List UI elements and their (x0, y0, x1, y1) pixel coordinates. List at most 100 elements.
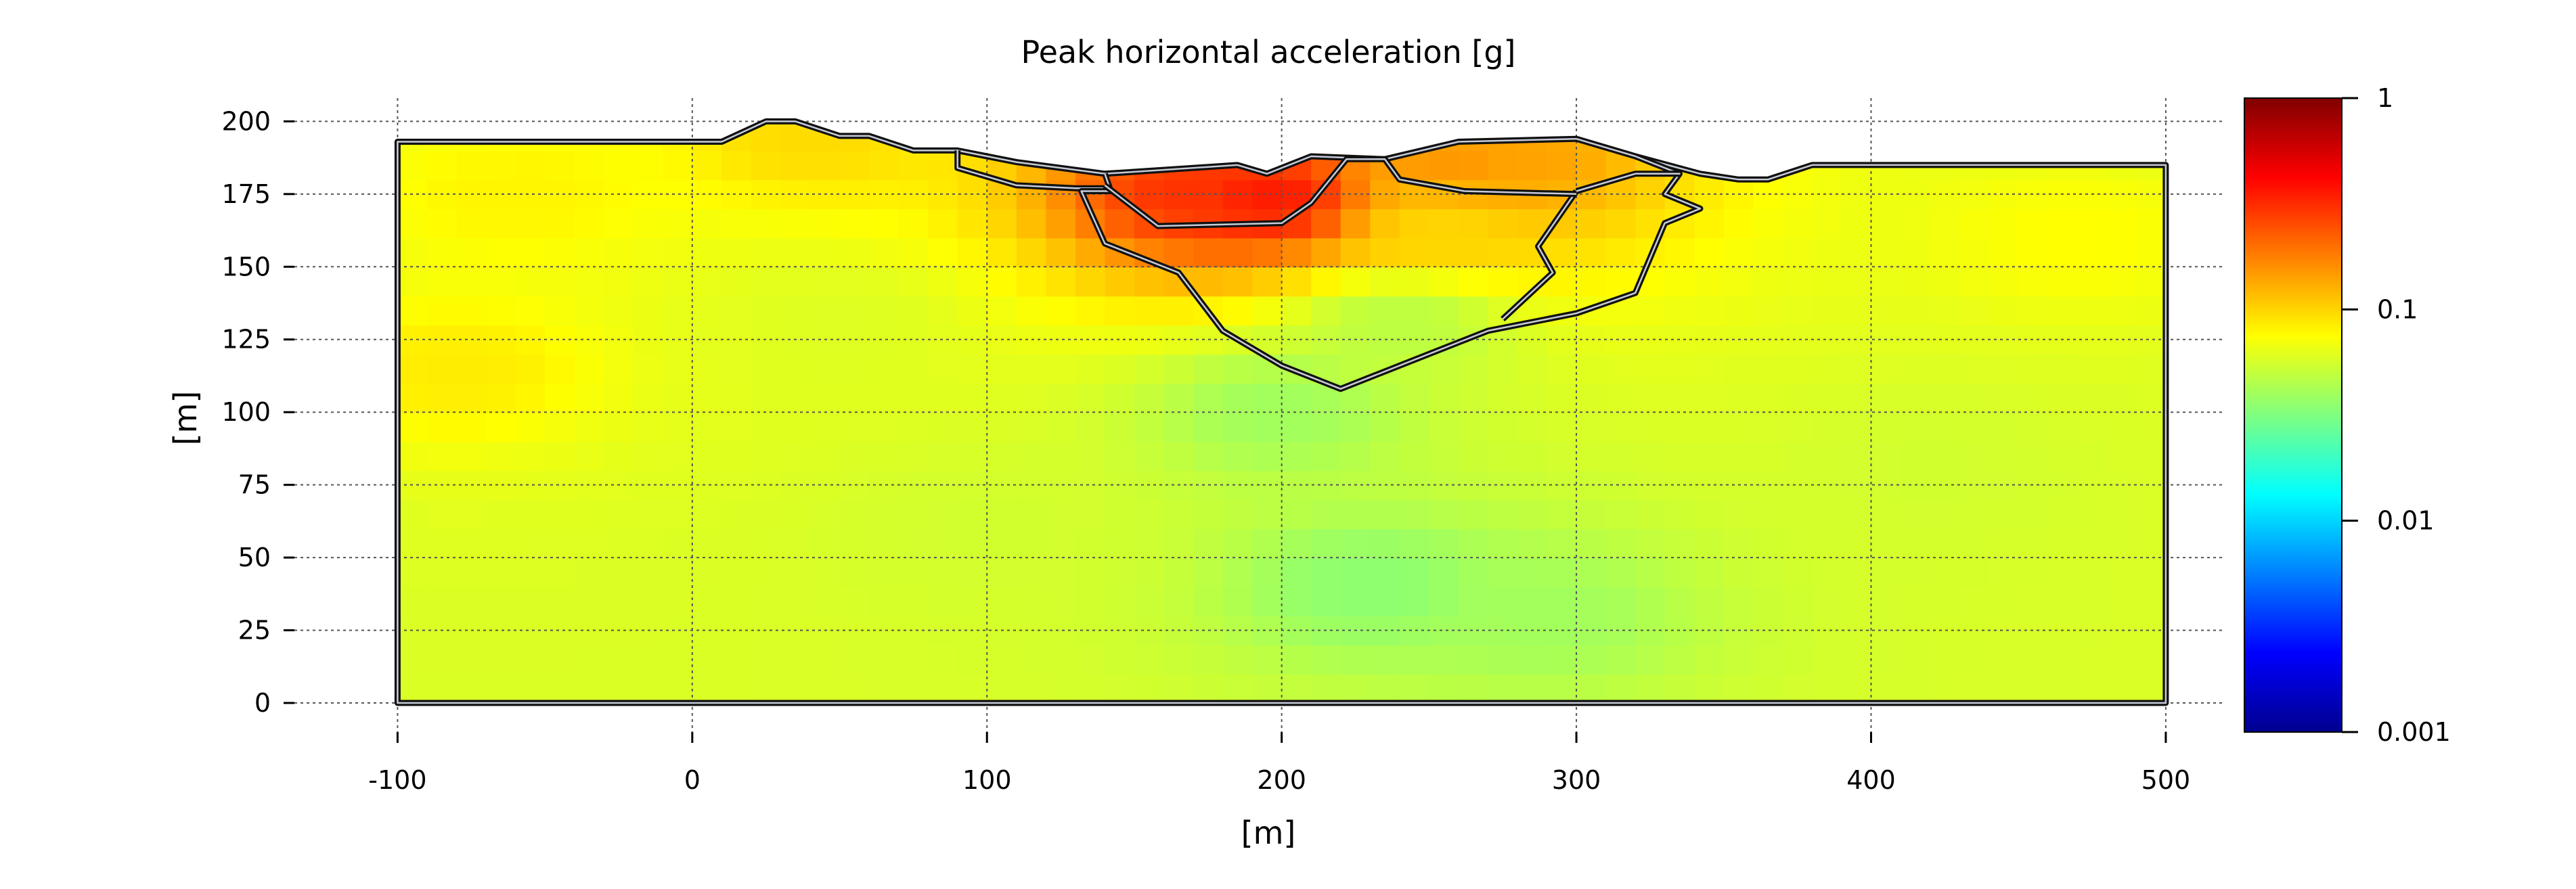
heat-cell (1075, 237, 1106, 268)
heat-cell (486, 412, 516, 442)
heat-cell (1871, 237, 1901, 268)
heat-cell (1488, 412, 1518, 442)
heat-cell (1664, 237, 1695, 268)
heat-cell (456, 383, 487, 413)
heat-cell (1723, 267, 1754, 297)
colorbar-tick-label: 0.01 (2377, 506, 2435, 536)
heat-cell (1281, 587, 1312, 617)
heat-cell (869, 441, 900, 472)
layer-boundary-highlight (1576, 173, 1680, 192)
heat-cell (604, 499, 634, 530)
heat-cell (1959, 499, 1990, 530)
heat-cell (1134, 528, 1165, 559)
heat-cell (1664, 587, 1695, 617)
heat-cell (456, 354, 487, 384)
heat-cell (1694, 383, 1725, 413)
heat-cell (1576, 674, 1607, 703)
heat-cell (1193, 121, 1224, 152)
heat-cell (486, 645, 516, 675)
heat-cell (780, 383, 811, 413)
heat-cell (1488, 383, 1518, 413)
heat-cell (1399, 645, 1430, 675)
heat-cell (987, 645, 1017, 675)
heat-cell (692, 441, 723, 472)
heat-cell (1694, 557, 1725, 588)
heat-cell (633, 441, 664, 472)
heat-cell (397, 237, 428, 268)
heat-cell (721, 354, 752, 384)
heat-cell (2047, 674, 2079, 703)
heat-cell (2106, 121, 2137, 152)
heat-cell (1281, 296, 1312, 326)
heat-cell (2136, 557, 2166, 588)
heat-cell (1075, 645, 1106, 675)
heat-cell (1163, 674, 1194, 703)
heat-cell (2047, 587, 2079, 617)
heat-cell (957, 557, 988, 588)
y-tick-label: 175 (221, 179, 271, 209)
heat-cell (2047, 645, 2079, 675)
heat-cell (1635, 587, 1666, 617)
heat-cell (456, 499, 487, 530)
heat-cell (957, 237, 988, 268)
heat-cell (1812, 412, 1842, 442)
heat-cell (810, 674, 841, 703)
heat-cell (1812, 528, 1842, 559)
heat-cell (1134, 499, 1165, 530)
heat-cell (1901, 208, 1931, 239)
heat-cell (1664, 412, 1695, 442)
heat-cell (1812, 354, 1842, 384)
heat-cell (456, 121, 487, 152)
heat-cell (1989, 587, 2020, 617)
heat-cell (1281, 267, 1312, 297)
heat-cell (426, 296, 458, 326)
heat-cell (1723, 587, 1754, 617)
heat-cell (2106, 557, 2137, 588)
heat-cell (1399, 587, 1430, 617)
heat-cell (839, 412, 870, 442)
heat-cell (456, 237, 487, 268)
heat-cell (1871, 121, 1901, 152)
heat-cell (869, 383, 900, 413)
heat-cell (1399, 528, 1430, 559)
heat-cell (2136, 412, 2166, 442)
heat-cell (1694, 296, 1725, 326)
heat-cell (1517, 208, 1548, 239)
heat-cell (663, 499, 693, 530)
heat-cell (574, 674, 605, 703)
heat-cell (721, 674, 752, 703)
heat-cell (1782, 354, 1813, 384)
heat-cell (1635, 499, 1666, 530)
heat-cell (810, 412, 841, 442)
heat-cell (1842, 121, 1872, 122)
heat-cell (1016, 645, 1047, 675)
heat-cell (1399, 267, 1430, 297)
heat-cell (957, 383, 988, 413)
heat-cell (1370, 296, 1400, 326)
heat-cell (751, 645, 782, 675)
heat-cell (987, 237, 1017, 268)
heat-cell (1488, 557, 1518, 588)
heat-cell (1664, 441, 1695, 472)
heat-cell (604, 296, 634, 326)
heat-cell (633, 267, 664, 297)
heat-cell (721, 121, 752, 122)
heat-cell (1222, 267, 1253, 297)
heat-cell (898, 499, 929, 530)
heat-cell (1370, 121, 1400, 122)
heat-cell (1694, 674, 1725, 703)
heat-cell (1517, 150, 1548, 181)
heat-cell (1901, 441, 1931, 472)
heat-cell (663, 121, 693, 152)
heat-cell (663, 645, 693, 675)
heat-cell (1901, 557, 1931, 588)
heat-cell (1046, 412, 1076, 442)
heat-cell (1664, 296, 1695, 326)
heat-cell (2018, 237, 2049, 268)
heat-cell (397, 354, 428, 384)
heat-cell (1605, 528, 1637, 559)
heat-cell (839, 208, 870, 239)
heat-cell (426, 267, 458, 297)
heat-cell (1959, 645, 1990, 675)
heat-cell (1842, 121, 1872, 152)
